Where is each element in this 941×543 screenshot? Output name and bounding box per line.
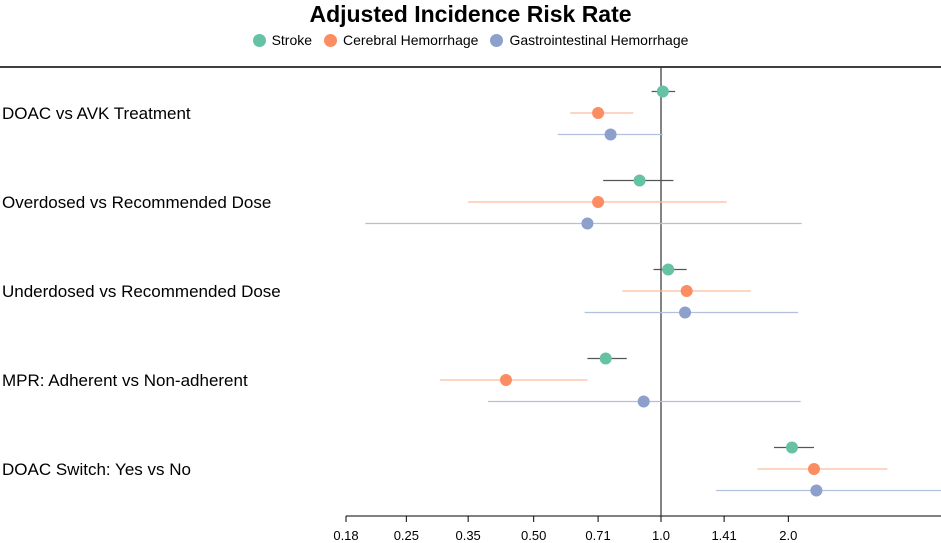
legend-item-cerebral-hemorrhage: Cerebral Hemorrhage — [324, 32, 478, 48]
row-label-doac-switch-yes-vs-no: DOAC Switch: Yes vs No — [2, 460, 191, 479]
legend-label-stroke: Stroke — [271, 32, 313, 48]
legend-item-stroke: Stroke — [252, 32, 313, 48]
x-tick-label: 2.0 — [779, 528, 797, 543]
point-underdosed-vs-recommended-dose-stroke — [662, 263, 675, 276]
point-overdosed-vs-recommended-dose-cerebral-hemorrhage — [592, 196, 605, 208]
x-tick-label: 0.50 — [521, 528, 546, 543]
point-doac-switch-yes-vs-no-stroke — [785, 441, 798, 454]
point-mpr-adherent-vs-non-adherent-gastrointestinal-hemorrhage — [637, 395, 650, 408]
row-label-overdosed-vs-recommended-dose: Overdosed vs Recommended Dose — [2, 193, 271, 212]
row-label-doac-vs-avk-treatment: DOAC vs AVK Treatment — [2, 104, 191, 123]
x-tick-label: 1.0 — [652, 528, 670, 543]
point-underdosed-vs-recommended-dose-cerebral-hemorrhage — [680, 285, 693, 297]
point-underdosed-vs-recommended-dose-gastrointestinal-hemorrhage — [679, 306, 692, 319]
point-mpr-adherent-vs-non-adherent-stroke — [599, 352, 612, 365]
point-overdosed-vs-recommended-dose-gastrointestinal-hemorrhage — [581, 217, 594, 230]
legend: Stroke Cerebral Hemorrhage Gastrointesti… — [0, 32, 941, 48]
point-overdosed-vs-recommended-dose-stroke — [633, 174, 646, 187]
legend-item-gastrointestinal-hemorrhage: Gastrointestinal Hemorrhage — [490, 32, 688, 48]
point-mpr-adherent-vs-non-adherent-cerebral-hemorrhage — [499, 374, 512, 386]
x-tick-label: 0.35 — [455, 528, 480, 543]
point-doac-switch-yes-vs-no-cerebral-hemorrhage — [808, 463, 821, 475]
point-doac-vs-avk-treatment-stroke — [656, 85, 669, 98]
point-doac-vs-avk-treatment-gastrointestinal-hemorrhage — [604, 128, 617, 141]
legend-marker-gastrointestinal-hemorrhage — [490, 33, 504, 47]
legend-marker-stroke — [252, 33, 266, 47]
row-label-underdosed-vs-recommended-dose: Underdosed vs Recommended Dose — [2, 282, 281, 301]
point-doac-switch-yes-vs-no-gastrointestinal-hemorrhage — [810, 484, 823, 497]
x-tick-label: 0.18 — [333, 528, 358, 543]
chart-title: Adjusted Incidence Risk Rate — [309, 1, 632, 27]
legend-marker-cerebral-hemorrhage — [324, 33, 338, 47]
x-tick-label: 0.25 — [394, 528, 419, 543]
x-tick-label: 0.71 — [585, 528, 610, 543]
x-tick-label: 1.41 — [711, 528, 736, 543]
legend-label-gastrointestinal-hemorrhage: Gastrointestinal Hemorrhage — [509, 32, 689, 48]
point-doac-vs-avk-treatment-cerebral-hemorrhage — [592, 107, 605, 119]
legend-label-cerebral-hemorrhage: Cerebral Hemorrhage — [343, 32, 479, 48]
row-label-mpr-adherent-vs-non-adherent: MPR: Adherent vs Non-adherent — [2, 371, 248, 390]
